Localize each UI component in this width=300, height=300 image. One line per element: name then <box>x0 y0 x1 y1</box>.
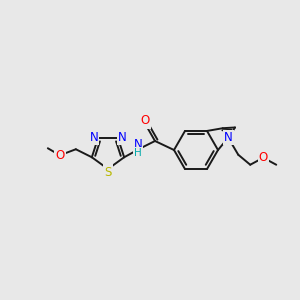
Text: O: O <box>55 149 64 162</box>
Text: O: O <box>259 151 268 164</box>
Text: S: S <box>104 166 112 178</box>
Text: N: N <box>224 131 233 144</box>
Text: N: N <box>90 131 98 144</box>
Text: N: N <box>134 139 142 152</box>
Text: H: H <box>134 148 142 158</box>
Text: N: N <box>118 131 126 144</box>
Text: O: O <box>140 115 150 128</box>
